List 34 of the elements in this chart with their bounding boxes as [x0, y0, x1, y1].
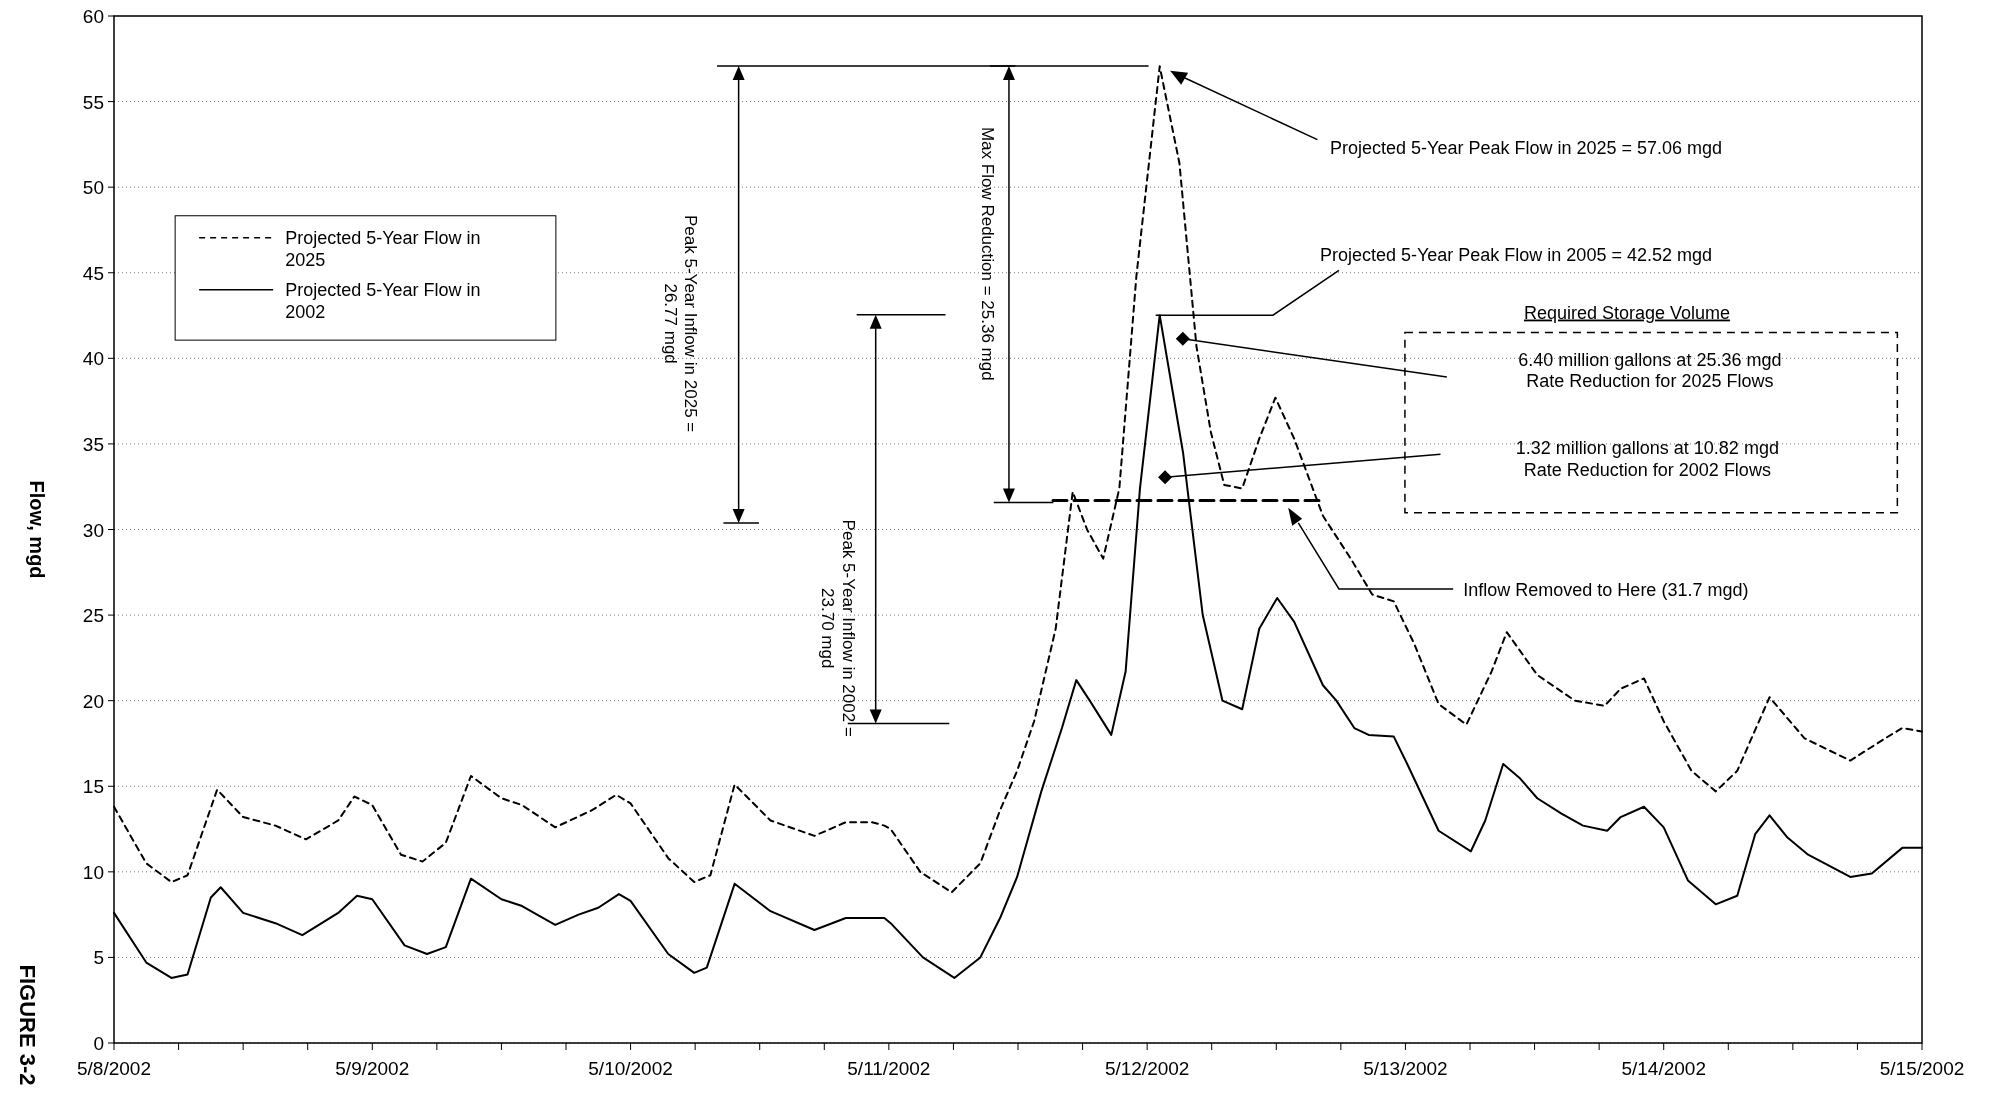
- x-tick-label: 5/11/2002: [847, 1058, 931, 1079]
- y-tick-label: 40: [82, 348, 104, 370]
- annotation: 1.32 million gallons at 10.82 mgd Rate Reduction for 2002 Flows: [1515, 438, 1779, 480]
- annotation: Max Flow Reduction = 25.36 mgd: [978, 126, 998, 381]
- x-tick-label: 5/13/2002: [1363, 1058, 1448, 1079]
- y-axis-title: Flow, mgd: [26, 480, 48, 579]
- y-tick-label: 5: [93, 947, 104, 969]
- x-tick-label: 5/9/2002: [335, 1058, 410, 1079]
- x-tick-label: 5/10/2002: [588, 1058, 673, 1079]
- y-tick-label: 60: [82, 6, 104, 27]
- annotation: Peak 5-Year Inflow in 2002 = 23.70 mgd: [818, 519, 858, 737]
- x-tick-label: 5/15/2002: [1879, 1058, 1965, 1079]
- y-tick-label: 50: [82, 177, 104, 199]
- y-tick-label: 35: [82, 433, 104, 455]
- y-tick-label: 20: [82, 690, 104, 712]
- x-tick-label: 5/12/2002: [1104, 1058, 1190, 1079]
- annotation: Required Storage Volume: [1523, 302, 1731, 323]
- y-tick-label: 15: [82, 776, 104, 798]
- y-tick-label: 0: [93, 1033, 104, 1054]
- annotation: Peak 5-Year Inflow in 2025 = 26.77 mgd: [660, 215, 701, 433]
- y-tick-label: 45: [82, 262, 104, 284]
- annotation: Projected 5-Year Peak Flow in 2005 = 42.52 mgd: [1319, 245, 1712, 266]
- y-tick-label: 10: [82, 861, 104, 883]
- x-tick-label: 5/14/2002: [1621, 1058, 1706, 1079]
- caption: FIGURE 3-2: [15, 964, 40, 1086]
- annotation: Inflow Removed to Here (31.7 mgd): [1463, 580, 1749, 601]
- legend-label: Projected 5-Year Flow in 2025: [285, 227, 481, 270]
- x-tick-label: 5/8/2002: [77, 1058, 151, 1079]
- annotation: Projected 5-Year Peak Flow in 2025 = 57.06 mgd: [1330, 137, 1723, 158]
- y-tick-label: 55: [82, 91, 104, 113]
- y-tick-label: 25: [82, 605, 104, 627]
- legend-label: Projected 5-Year Flow in 2002: [285, 279, 481, 322]
- annotation: 6.40 million gallons at 25.36 mgd Rate Reduction for 2025 Flows: [1518, 349, 1782, 392]
- y-tick-label: 30: [82, 519, 104, 541]
